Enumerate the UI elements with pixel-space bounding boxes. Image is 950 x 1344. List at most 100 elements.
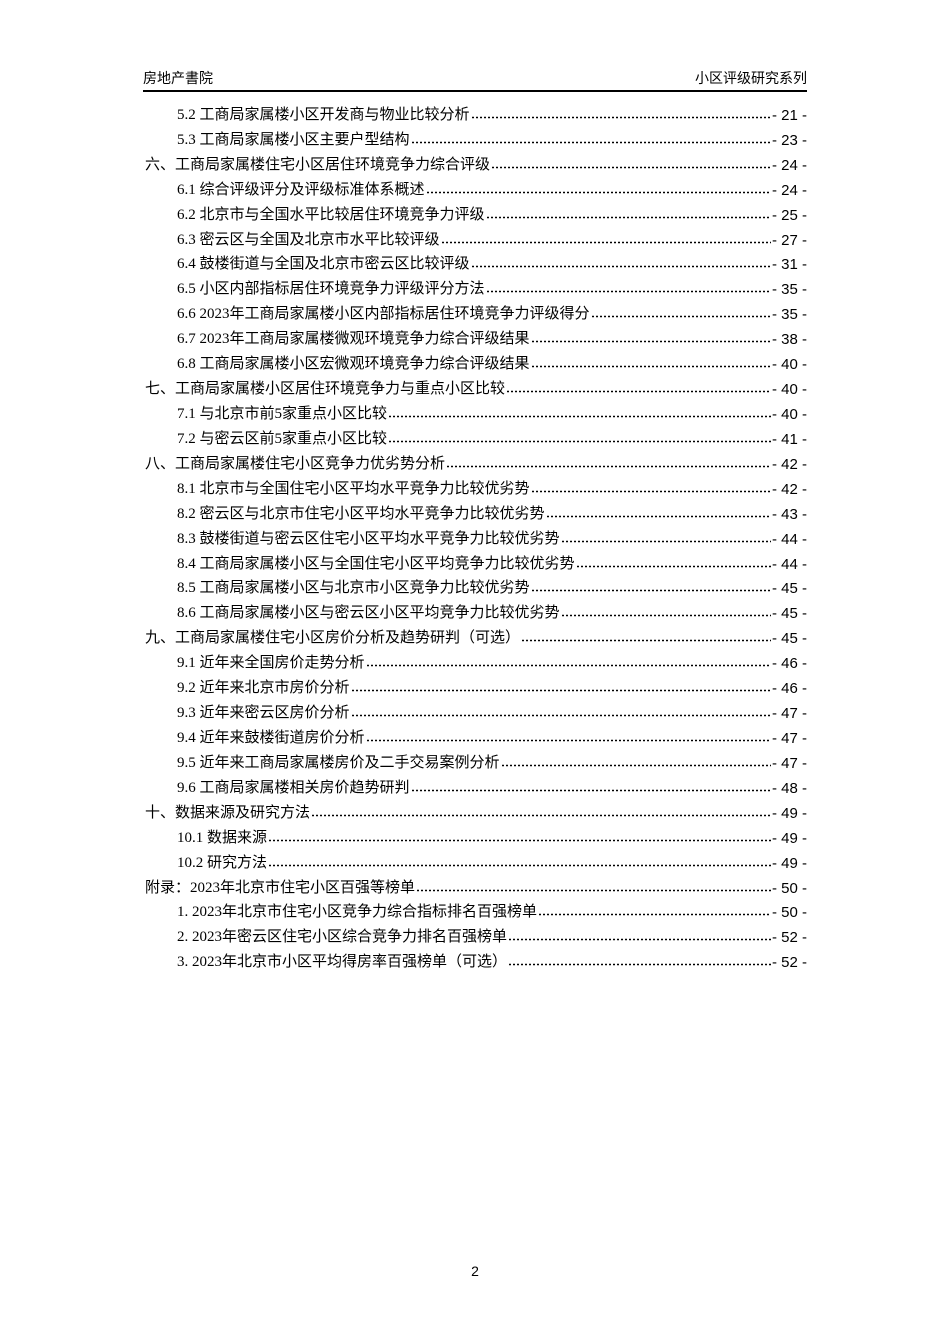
toc-entry[interactable]: 九、工商局家属楼住宅小区房价分析及趋势研判（可选） - 45 - [145,622,807,647]
toc-page: - 45 - [771,580,807,598]
toc-entry[interactable]: 八、工商局家属楼住宅小区竞争力优劣势分析 - 42 - [145,448,807,473]
toc-page: - 27 - [771,231,807,249]
toc-page: - 43 - [771,505,807,523]
toc-entry[interactable]: 9.1 近年来全国房价走势分析 - 46 - [145,647,807,672]
dot-leader [530,589,771,593]
toc-title: 十、数据来源及研究方法 [145,804,311,821]
toc-entry[interactable]: 5.2 工商局家属楼小区开发商与物业比较分析 - 21 - [145,99,807,124]
header-right: 小区评级研究系列 [695,70,807,86]
dot-leader [530,340,771,344]
toc-entry[interactable]: 8.5 工商局家属楼小区与北京市小区竞争力比较优劣势 - 45 - [145,573,807,598]
toc-entry[interactable]: 8.2 密云区与北京市住宅小区平均水平竞争力比较优劣势 - 43 - [145,498,807,523]
toc-entry[interactable]: 十、数据来源及研究方法 - 49 - [145,797,807,822]
toc-page: - 47 - [771,754,807,772]
dot-leader [508,938,771,942]
dot-leader [530,365,771,369]
toc-page: - 52 - [771,954,807,972]
toc-title: 6.3 密云区与全国及北京市水平比较评级 [177,231,440,248]
toc-title: 8.6 工商局家属楼小区与密云区小区平均竞争力比较优劣势 [177,605,560,622]
dot-leader [416,888,771,892]
toc-entry[interactable]: 6.3 密云区与全国及北京市水平比较评级 - 27 - [145,224,807,249]
toc-entry[interactable]: 6.1 综合评级评分及评级标准体系概述 - 24 - [145,174,807,199]
toc-page: - 47 - [771,705,807,723]
header-left: 房地产書院 [143,70,213,86]
dot-leader [388,414,771,418]
toc-entry[interactable]: 5.3 工商局家属楼小区主要户型结构 - 23 - [145,124,807,149]
toc-entry[interactable]: 8.4 工商局家属楼小区与全国住宅小区平均竞争力比较优劣势 - 44 - [145,548,807,573]
dot-leader [350,689,771,693]
toc-title: 1. 2023年北京市住宅小区竞争力综合指标排名百强榜单 [177,904,538,921]
dot-leader [440,240,771,244]
toc-title: 8.3 鼓楼街道与密云区住宅小区平均水平竞争力比较优劣势 [177,530,560,547]
page-number: 2 [471,1263,479,1279]
toc-title: 6.4 鼓楼街道与全国及北京市密云区比较评级 [177,256,470,273]
toc-entry[interactable]: 8.6 工商局家属楼小区与密云区小区平均竞争力比较优劣势 - 45 - [145,597,807,622]
toc-page: - 49 - [771,829,807,847]
toc-title: 9.2 近年来北京市房价分析 [177,680,350,697]
toc-entry[interactable]: 6.8 工商局家属楼小区宏微观环境竞争力综合评级结果 - 40 - [145,348,807,373]
toc-entry[interactable]: 8.1 北京市与全国住宅小区平均水平竞争力比较优劣势 - 42 - [145,473,807,498]
toc-title: 7.1 与北京市前5家重点小区比较 [177,405,388,422]
toc-entry[interactable]: 10.1 数据来源 - 49 - [145,822,807,847]
toc-title: 10.2 研究方法 [177,854,268,871]
table-of-contents: 5.2 工商局家属楼小区开发商与物业比较分析 - 21 -5.3 工商局家属楼小区… [145,99,807,971]
toc-page: - 44 - [771,530,807,548]
toc-title: 9.3 近年来密云区房价分析 [177,705,350,722]
toc-title: 6.2 北京市与全国水平比较居住环境竞争力评级 [177,206,485,223]
toc-entry[interactable]: 6.7 2023年工商局家属楼微观环境竞争力综合评级结果 - 38 - [145,323,807,348]
toc-entry[interactable]: 9.5 近年来工商局家属楼房价及二手交易案例分析 - 47 - [145,747,807,772]
toc-entry[interactable]: 6.5 小区内部指标居住环境竞争力评级评分方法 - 35 - [145,273,807,298]
toc-title: 6.6 2023年工商局家属楼小区内部指标居住环境竞争力评级得分 [177,306,590,323]
toc-page: - 46 - [771,655,807,673]
dot-leader [500,763,771,767]
dot-leader [590,315,771,319]
toc-entry[interactable]: 9.6 工商局家属楼相关房价趋势研判 - 48 - [145,772,807,797]
toc-entry[interactable]: 六、工商局家属楼住宅小区居住环境竞争力综合评级 - 24 - [145,149,807,174]
toc-entry[interactable]: 2. 2023年密云区住宅小区综合竞争力排名百强榜单 - 52 - [145,921,807,946]
toc-page: - 49 - [771,804,807,822]
toc-title: 9.6 工商局家属楼相关房价趋势研判 [177,779,410,796]
toc-entry[interactable]: 9.4 近年来鼓楼街道房价分析 - 47 - [145,722,807,747]
dot-leader [365,664,771,668]
toc-entry[interactable]: 7.1 与北京市前5家重点小区比较 - 40 - [145,398,807,423]
toc-title: 5.2 工商局家属楼小区开发商与物业比较分析 [177,106,470,123]
toc-title: 六、工商局家属楼住宅小区居住环境竞争力综合评级 [145,156,491,173]
dot-leader [446,464,771,468]
toc-page: - 23 - [771,131,807,149]
toc-entry[interactable]: 7.2 与密云区前5家重点小区比较 - 41 - [145,423,807,448]
toc-page: - 24 - [771,156,807,174]
dot-leader [350,714,771,718]
toc-entry[interactable]: 9.3 近年来密云区房价分析 - 47 - [145,697,807,722]
toc-title: 9.1 近年来全国房价走势分析 [177,655,365,672]
toc-entry[interactable]: 3. 2023年北京市小区平均得房率百强榜单（可选） - 52 - [145,946,807,971]
toc-entry[interactable]: 10.2 研究方法 - 49 - [145,847,807,872]
dot-leader [311,813,771,817]
toc-entry[interactable]: 6.6 2023年工商局家属楼小区内部指标居住环境竞争力评级得分 - 35 - [145,298,807,323]
toc-title: 2. 2023年密云区住宅小区综合竞争力排名百强榜单 [177,929,508,946]
toc-page: - 31 - [771,256,807,274]
toc-entry[interactable]: 6.4 鼓楼街道与全国及北京市密云区比较评级 - 31 - [145,249,807,274]
toc-page: - 47 - [771,729,807,747]
dot-leader [545,514,771,518]
toc-entry[interactable]: 1. 2023年北京市住宅小区竞争力综合指标排名百强榜单 - 50 - [145,897,807,921]
toc-entry[interactable]: 8.3 鼓楼街道与密云区住宅小区平均水平竞争力比较优劣势 - 44 - [145,523,807,548]
dot-leader [425,190,771,194]
toc-title: 8.4 工商局家属楼小区与全国住宅小区平均竞争力比较优劣势 [177,555,575,572]
toc-page: - 45 - [771,630,807,648]
toc-title: 8.5 工商局家属楼小区与北京市小区竞争力比较优劣势 [177,580,530,597]
toc-title: 八、工商局家属楼住宅小区竞争力优劣势分析 [145,455,446,472]
toc-entry[interactable]: 附录：2023年北京市住宅小区百强等榜单 - 50 - [145,872,807,897]
toc-entry[interactable]: 9.2 近年来北京市房价分析 - 46 - [145,672,807,697]
toc-entry[interactable]: 七、工商局家属楼小区居住环境竞争力与重点小区比较 - 40 - [145,373,807,398]
toc-page: - 49 - [771,854,807,872]
toc-title: 附录：2023年北京市住宅小区百强等榜单 [145,879,416,896]
dot-leader [485,290,771,294]
toc-entry[interactable]: 6.2 北京市与全国水平比较居住环境竞争力评级 - 25 - [145,199,807,224]
toc-page: - 24 - [771,181,807,199]
dot-leader [268,838,771,842]
toc-page: - 35 - [771,306,807,324]
toc-page: - 42 - [771,480,807,498]
dot-leader [470,115,771,119]
dot-leader [521,639,771,643]
toc-title: 9.5 近年来工商局家属楼房价及二手交易案例分析 [177,754,500,771]
